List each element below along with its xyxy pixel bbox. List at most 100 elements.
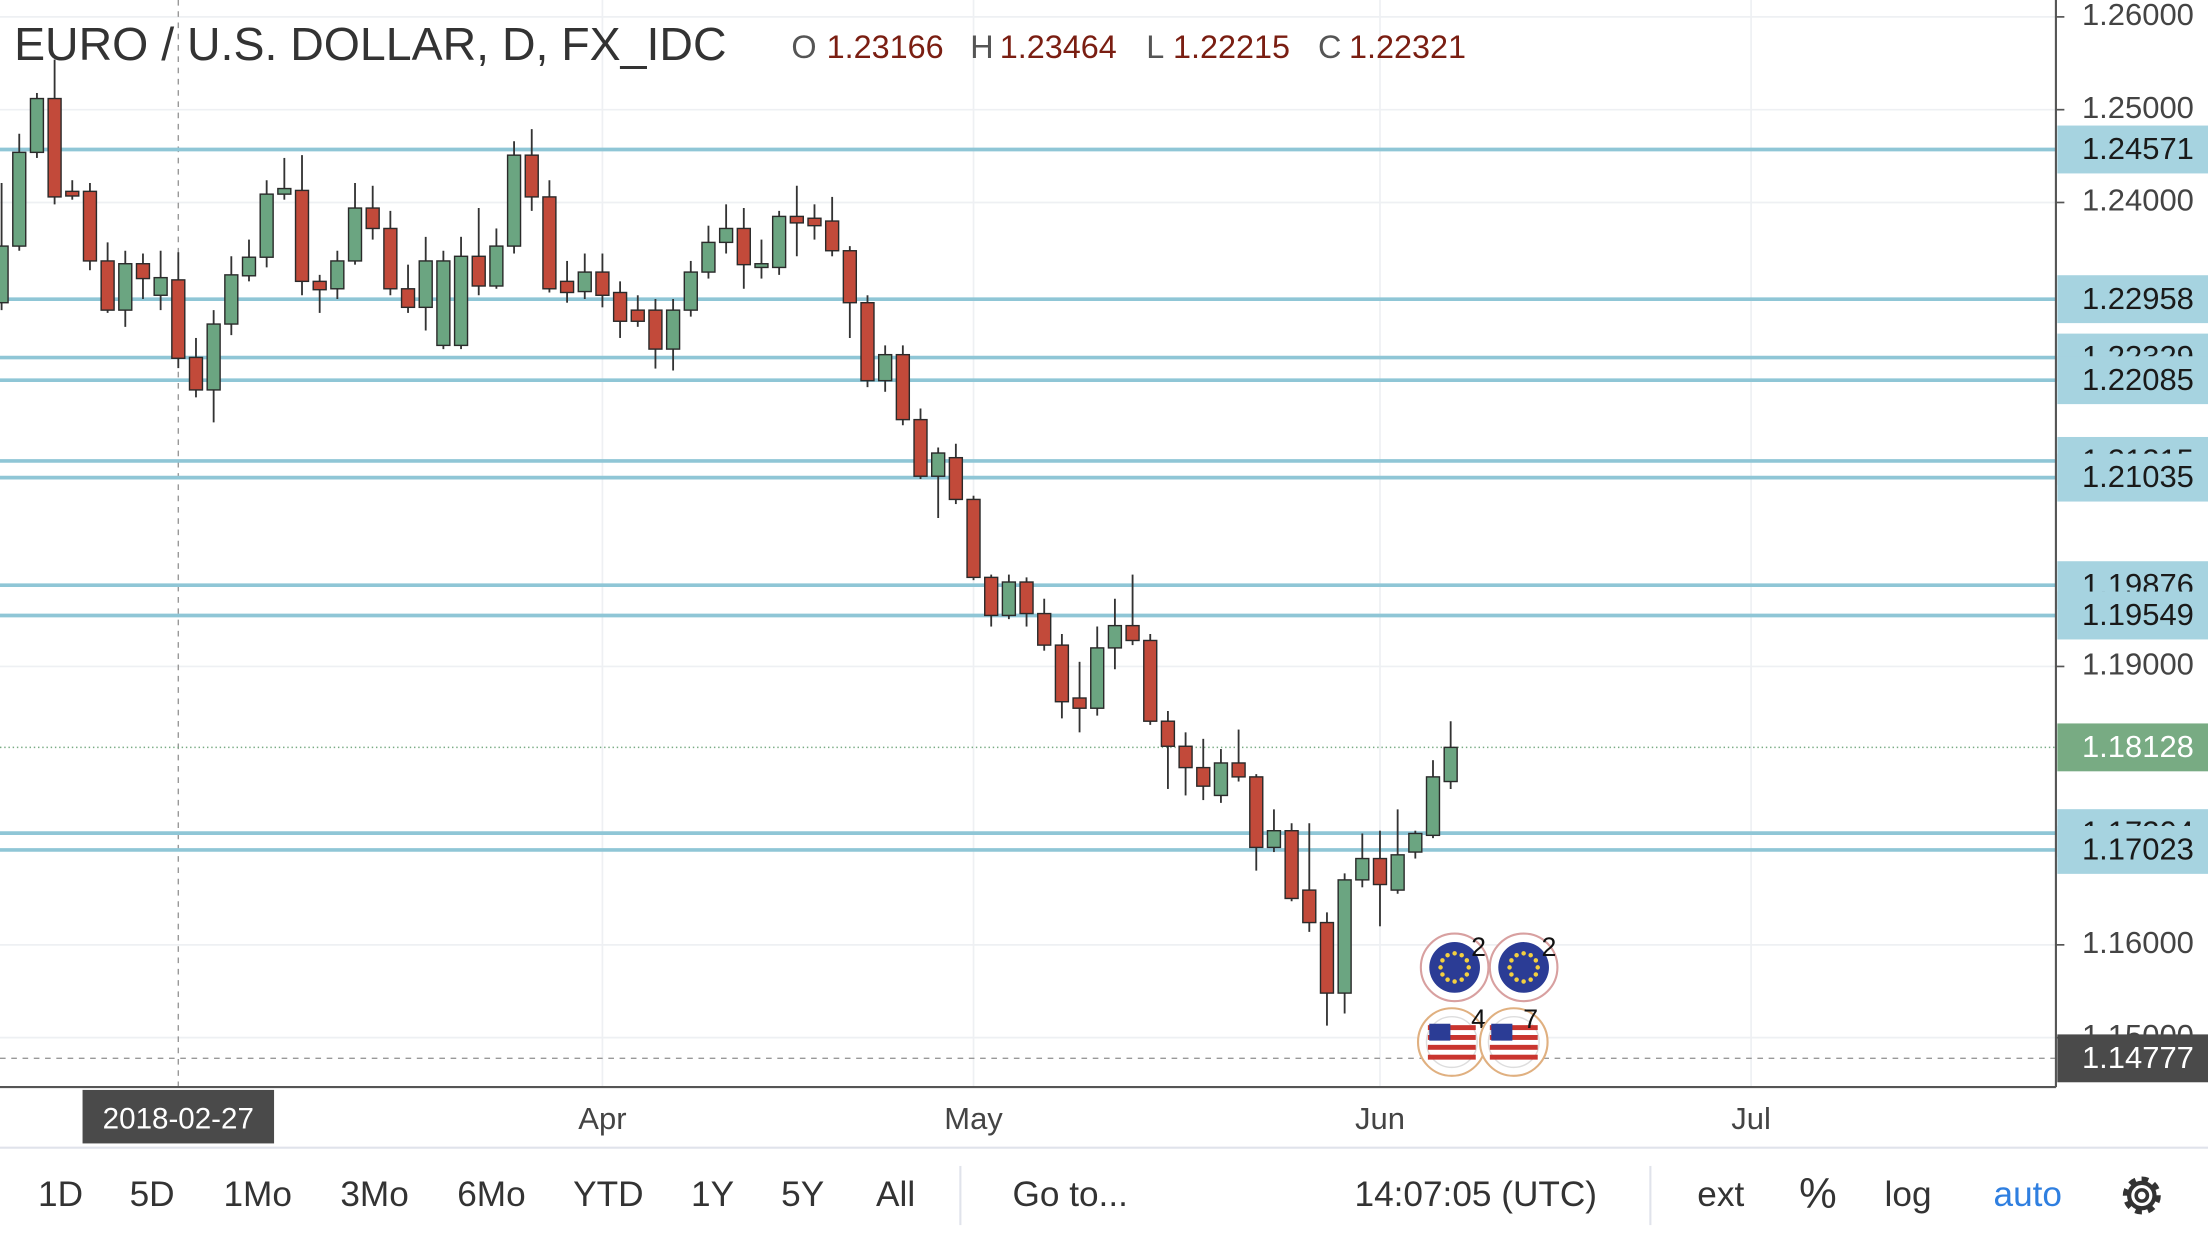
flag-star [1521,951,1526,956]
range-button[interactable]: 1Y [691,1175,734,1214]
header: EURO / U.S. DOLLAR, D, FX_IDC O 1.23166 … [14,18,1466,70]
flag-star [1445,952,1450,958]
flag-stripe [1427,1044,1476,1050]
candle-body [1425,776,1441,837]
range-button[interactable]: 5D [130,1175,175,1214]
option-button[interactable]: ext [1697,1175,1744,1214]
flag-eu [1498,942,1549,993]
flag-star [1464,972,1470,977]
candle-body [860,301,875,382]
flag-star [1509,972,1514,977]
candle-body [1355,857,1370,881]
range-button[interactable]: 1D [38,1175,83,1214]
ohlc-value: 1.22215 [1173,29,1290,65]
candle-body [984,576,999,617]
candle-body [1266,830,1282,849]
candle-body [931,452,946,477]
price-label-box [2057,825,2208,874]
candle-body [1072,697,1087,709]
candle-body [595,271,610,296]
event-icon[interactable]: 4 [1416,1004,1487,1077]
flag-stripe [1427,1025,1476,1031]
candle-body [1319,921,1335,994]
flag-star [1464,958,1470,963]
event-icon[interactable]: 2 [1419,932,1490,1003]
candle-body [188,356,204,391]
price-label-box [2057,275,2208,324]
option-button[interactable]: % [1799,1170,1837,1217]
candle-body [241,256,257,277]
price-label: 1.14777 [2082,1040,2194,1075]
flag-star [1509,958,1514,963]
flag-star [1533,972,1539,977]
candle-body [1001,581,1017,617]
candle-body [1054,644,1070,703]
candle-body [1408,832,1423,853]
price-label: 1.22958 [2082,281,2194,316]
crosshair-date: 2018-02-27 [103,1103,254,1136]
flag-stripe [1427,1035,1476,1040]
flag-stripe [1489,1044,1538,1050]
candle-body [665,309,681,350]
event-icon[interactable]: 7 [1478,1004,1549,1077]
option-button[interactable]: log [1885,1175,1932,1214]
flag-star [1533,958,1539,963]
range-button[interactable]: 5Y [781,1175,824,1214]
candle-body [1178,745,1193,769]
candle-body [1213,762,1229,797]
range-button[interactable]: YTD [573,1175,643,1214]
price-label: 1.18128 [2082,729,2194,764]
ohlc-key: C [1318,29,1341,65]
plot-area [0,0,2056,1088]
candle-body [0,245,9,304]
flag-star [1440,958,1445,963]
price-label-box [2057,723,2208,772]
candle-body [1372,857,1388,886]
candle-body [400,288,416,309]
candle-body [630,309,645,322]
candle-body [701,241,716,273]
candle-body [118,263,133,311]
candle-body [471,255,486,287]
candle-body [436,260,451,347]
event-icon[interactable]: 2 [1488,932,1559,1003]
candle-body [1090,647,1105,709]
range-button[interactable]: 3Mo [340,1175,408,1214]
candle-body [453,255,469,347]
event-count: 7 [1523,1004,1538,1034]
y-tick-label: 1.26000 [2082,0,2194,32]
clock[interactable]: 14:07:05 (UTC) [1355,1175,1598,1214]
candle-body [966,498,981,579]
candle-body [948,456,964,501]
price-label: 1.19549 [2082,597,2194,632]
candle-body [82,190,98,262]
price-axis: 1.150001.160001.190001.240001.250001.260… [2055,0,2208,1083]
goto-button[interactable]: Go to... [1013,1175,1128,1214]
range-button[interactable]: All [876,1175,915,1214]
ohlc-key: O [791,29,816,65]
candle-body [1390,854,1405,891]
price-label-box [2057,453,2208,502]
candle-body [206,323,221,391]
range-button[interactable]: 6Mo [457,1175,525,1214]
candle-body [65,190,80,197]
candle-body [506,154,522,247]
candle-body [824,220,840,252]
candle-body [754,263,769,269]
candle-body [807,217,822,227]
option-button[interactable]: auto [1994,1175,2062,1214]
candle-body [100,260,115,311]
candle-body [771,215,787,269]
flag-stripe [1489,1025,1538,1031]
settings-button[interactable] [2122,1176,2161,1215]
x-tick-label: Jun [1355,1101,1405,1136]
flag-star [1459,977,1464,982]
flag-star [1528,977,1533,982]
event-count: 2 [1542,932,1557,962]
ohlc-key: L [1146,29,1164,65]
price-label: 1.24571 [2082,131,2194,166]
candle-body [1160,720,1176,747]
range-button[interactable]: 1Mo [223,1175,291,1214]
candle-body [12,151,27,247]
